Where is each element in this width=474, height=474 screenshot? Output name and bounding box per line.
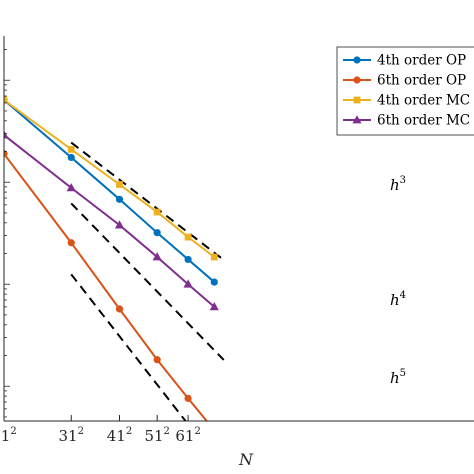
data-point (184, 233, 192, 241)
data-point (210, 278, 218, 286)
legend-item: 4th order MC (343, 93, 470, 109)
data-point (4, 130, 9, 139)
data-point (67, 153, 75, 162)
reference-label-h3: h3 (390, 175, 406, 194)
data-point (210, 253, 218, 261)
reference-lines (70, 141, 225, 421)
legend-item: 6th order OP (343, 73, 466, 89)
legend: 4th order OP 6th order OP 4th order MC 6th … (336, 46, 474, 136)
data-point (209, 302, 219, 311)
reference-line-h4 (70, 202, 225, 361)
x-tick-label: 312 (58, 426, 83, 445)
legend-item: 6th order MC (343, 113, 470, 129)
axes: 212 312 412 512 612 h3 h4 h5 (0, 36, 474, 445)
legend-label: 4th order OP (377, 53, 466, 69)
data-point (153, 208, 161, 216)
legend-marker (352, 115, 362, 124)
data-point (152, 252, 162, 261)
data-point (153, 356, 161, 364)
reference-label-h5: h5 (390, 368, 406, 387)
legend-label: 4th order MC (377, 93, 470, 109)
data-point (115, 195, 124, 203)
legend-marker (353, 76, 361, 84)
reference-label-h4: h4 (390, 290, 406, 309)
reference-line-h5 (70, 273, 187, 421)
x-tick-label: 212 (0, 426, 17, 445)
reference-line-h3 (70, 141, 225, 261)
data-point (116, 181, 123, 188)
legend-marker (353, 96, 361, 104)
data-point (4, 96, 8, 104)
x-tick-label: 412 (107, 426, 132, 445)
series-2 (4, 96, 218, 261)
data-point (115, 305, 124, 313)
series-line (4, 153, 208, 421)
data-point (153, 229, 161, 237)
data-point (114, 220, 125, 229)
x-axis-title: N (238, 450, 254, 469)
x-tick-label: 612 (175, 426, 200, 445)
series-group (4, 96, 219, 434)
series-0 (4, 96, 218, 286)
data-point (184, 255, 192, 264)
data-point (183, 279, 193, 288)
legend-marker (353, 56, 361, 64)
legend-label: 6th order MC (377, 113, 470, 129)
legend-item: 4th order OP (343, 53, 466, 69)
data-point (184, 394, 192, 402)
legend-label: 6th order OP (377, 73, 466, 89)
x-tick-label: 512 (144, 426, 169, 445)
series-line (4, 99, 215, 283)
data-point (4, 150, 8, 158)
data-point (67, 239, 75, 247)
series-3 (4, 130, 219, 311)
data-point (66, 183, 76, 192)
series-line (4, 99, 215, 258)
series-1 (4, 150, 218, 434)
data-point (211, 427, 218, 434)
series-line (4, 134, 215, 308)
data-point (67, 145, 75, 153)
